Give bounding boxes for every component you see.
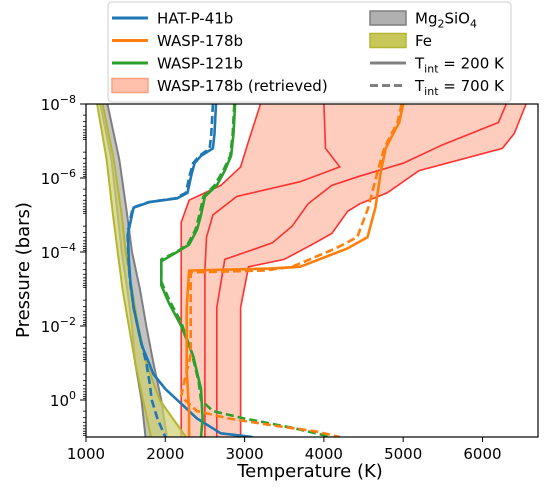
band-2-fill — [97, 104, 186, 437]
band-0-inner-0 — [204, 104, 342, 437]
y-tick-label: 10−4 — [41, 241, 76, 262]
legend-label-t200: Tint = 200 K — [414, 55, 505, 76]
band-0-inner-1 — [216, 104, 508, 437]
legend-swatch-mg — [369, 10, 407, 26]
legend-label-w178: WASP-178b — [157, 32, 243, 50]
x-tick-label: 1000 — [67, 445, 105, 463]
series-3-line — [160, 104, 333, 437]
legend-swatch-fe — [369, 32, 407, 49]
legend-label-t700: Tint = 700 K — [414, 77, 505, 98]
y-tick-label: 10−2 — [41, 315, 76, 336]
x-tick-label: 6000 — [463, 445, 501, 463]
band-2-left-edge — [96, 104, 152, 437]
legend-box — [107, 1, 512, 103]
plot-frame — [85, 103, 539, 438]
x-axis-label: Temperature (K) — [236, 461, 383, 482]
legend-swatch-ret — [111, 77, 149, 94]
series-4-line — [185, 104, 405, 437]
legend: HAT-P-41b WASP-178b WASP-121b WASP-178b (re… — [107, 1, 512, 103]
legend-label-hat: HAT-P-41b — [157, 10, 233, 28]
axes-layer: 1000 2000 3000 4000 5000 6000 10−8 10−6 10−4 10−2… — [41, 93, 539, 463]
legend-label-mg: Mg2SiO4 — [415, 10, 477, 31]
y-axis-label: Pressure (bars) — [13, 202, 34, 338]
legend-label-w121: WASP-121b — [157, 55, 243, 73]
series-5-line — [179, 104, 403, 437]
legend-label-ret: WASP-178b (retrieved) — [157, 77, 328, 95]
bands-layer — [96, 104, 527, 437]
series-1-line — [126, 104, 215, 437]
band-0-left-edge — [180, 104, 262, 437]
y-tick-label: 10−8 — [41, 93, 76, 114]
x-tick-label: 2000 — [146, 445, 184, 463]
y-tick-label: 100 — [50, 389, 76, 410]
x-tick-label: 3000 — [226, 445, 264, 463]
y-tick-label: 10−6 — [41, 167, 76, 188]
series-layer — [126, 104, 405, 437]
x-tick-label: 4000 — [305, 445, 343, 463]
band-0-fill — [181, 104, 527, 437]
legend-label-fe: Fe — [415, 32, 432, 50]
band-0-right-edge — [239, 104, 527, 437]
x-tick-label: 5000 — [384, 445, 422, 463]
band-1-right-edge — [106, 104, 168, 437]
